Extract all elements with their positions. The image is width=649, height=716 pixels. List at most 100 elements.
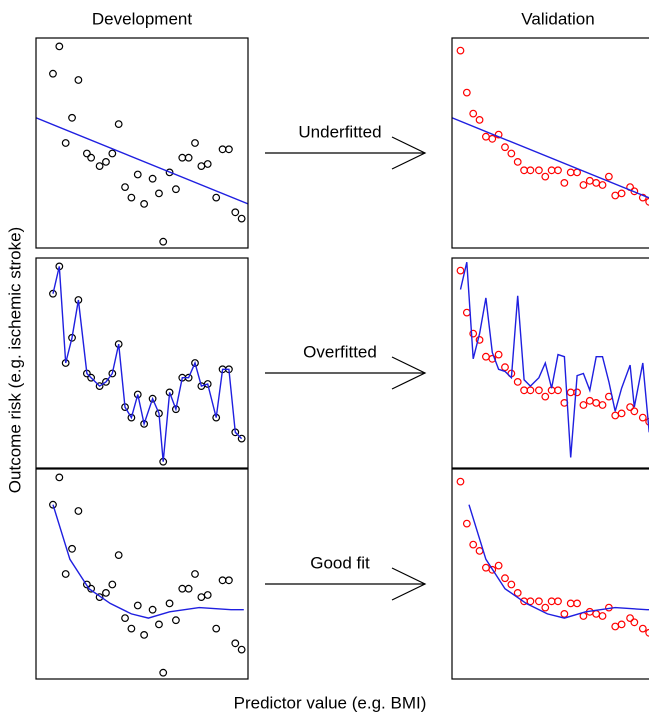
point xyxy=(535,597,543,606)
point xyxy=(172,185,180,194)
point xyxy=(638,624,647,633)
point xyxy=(87,373,96,382)
fit-line xyxy=(459,262,649,458)
point xyxy=(630,618,639,627)
point xyxy=(95,382,104,391)
point xyxy=(184,584,193,593)
panel xyxy=(456,477,649,637)
point xyxy=(127,413,136,422)
panel xyxy=(49,473,246,677)
point xyxy=(626,614,634,622)
point xyxy=(218,576,227,585)
point xyxy=(520,166,528,175)
fit-line xyxy=(468,504,649,619)
point xyxy=(191,139,199,147)
arrow-label: Underfitted xyxy=(298,122,381,141)
panel-frame xyxy=(35,257,249,469)
point xyxy=(456,477,465,486)
y-axis-label: Outcome risk (e.g. ischemic stroke) xyxy=(5,227,24,493)
arrow-head xyxy=(391,356,427,390)
point xyxy=(61,570,70,578)
point xyxy=(148,605,157,614)
point xyxy=(165,599,174,608)
point xyxy=(520,386,528,395)
point xyxy=(566,168,575,177)
point xyxy=(554,597,562,606)
point xyxy=(526,166,535,175)
point xyxy=(140,199,149,208)
point xyxy=(638,193,647,202)
point xyxy=(645,197,649,206)
point xyxy=(212,193,221,202)
arrow-head xyxy=(391,136,427,170)
point xyxy=(638,413,647,422)
point xyxy=(526,386,535,395)
point xyxy=(140,631,149,639)
point xyxy=(554,166,562,175)
point xyxy=(579,401,588,409)
point xyxy=(165,168,174,177)
point xyxy=(102,378,110,386)
point xyxy=(133,601,142,610)
point xyxy=(225,576,233,585)
panel-frame xyxy=(451,468,649,680)
point xyxy=(155,189,163,198)
point xyxy=(626,403,634,412)
point xyxy=(191,570,199,578)
point xyxy=(74,76,83,84)
point xyxy=(507,580,516,589)
point xyxy=(231,639,240,648)
point xyxy=(611,411,620,420)
point xyxy=(155,620,163,629)
point xyxy=(231,208,240,217)
point xyxy=(87,584,96,593)
fit-line xyxy=(36,117,248,205)
point xyxy=(501,143,509,152)
panel xyxy=(452,46,649,206)
point xyxy=(494,350,503,359)
point xyxy=(159,668,168,677)
point xyxy=(560,178,569,187)
point xyxy=(121,183,129,192)
x-axis-label: Predictor value (e.g. BMI) xyxy=(234,693,427,712)
point xyxy=(547,597,556,606)
point xyxy=(630,187,639,196)
point xyxy=(507,149,516,158)
point xyxy=(598,181,607,189)
point xyxy=(560,610,569,618)
point xyxy=(501,574,509,583)
point xyxy=(456,46,465,55)
point xyxy=(482,352,490,361)
point xyxy=(74,507,83,515)
point xyxy=(178,153,187,162)
point xyxy=(49,289,57,298)
point xyxy=(526,597,535,606)
point xyxy=(611,622,620,631)
point xyxy=(617,620,626,629)
point xyxy=(547,166,556,175)
panel xyxy=(49,262,246,466)
point xyxy=(573,388,581,397)
panel-frame xyxy=(35,468,249,680)
point xyxy=(462,308,471,317)
point xyxy=(573,599,581,608)
point xyxy=(225,145,233,154)
point xyxy=(95,593,104,601)
point xyxy=(541,392,550,401)
point xyxy=(554,386,562,395)
point xyxy=(203,380,212,388)
point xyxy=(482,132,490,141)
point xyxy=(488,354,497,363)
panel-frame xyxy=(451,37,649,249)
fit-line xyxy=(52,266,243,462)
panel xyxy=(456,262,649,458)
point xyxy=(469,329,478,338)
point xyxy=(61,139,70,147)
arrow-label: Good fit xyxy=(310,553,370,572)
point xyxy=(462,519,471,528)
point xyxy=(469,540,478,549)
point xyxy=(114,120,123,128)
point xyxy=(133,390,142,399)
point xyxy=(475,115,484,124)
